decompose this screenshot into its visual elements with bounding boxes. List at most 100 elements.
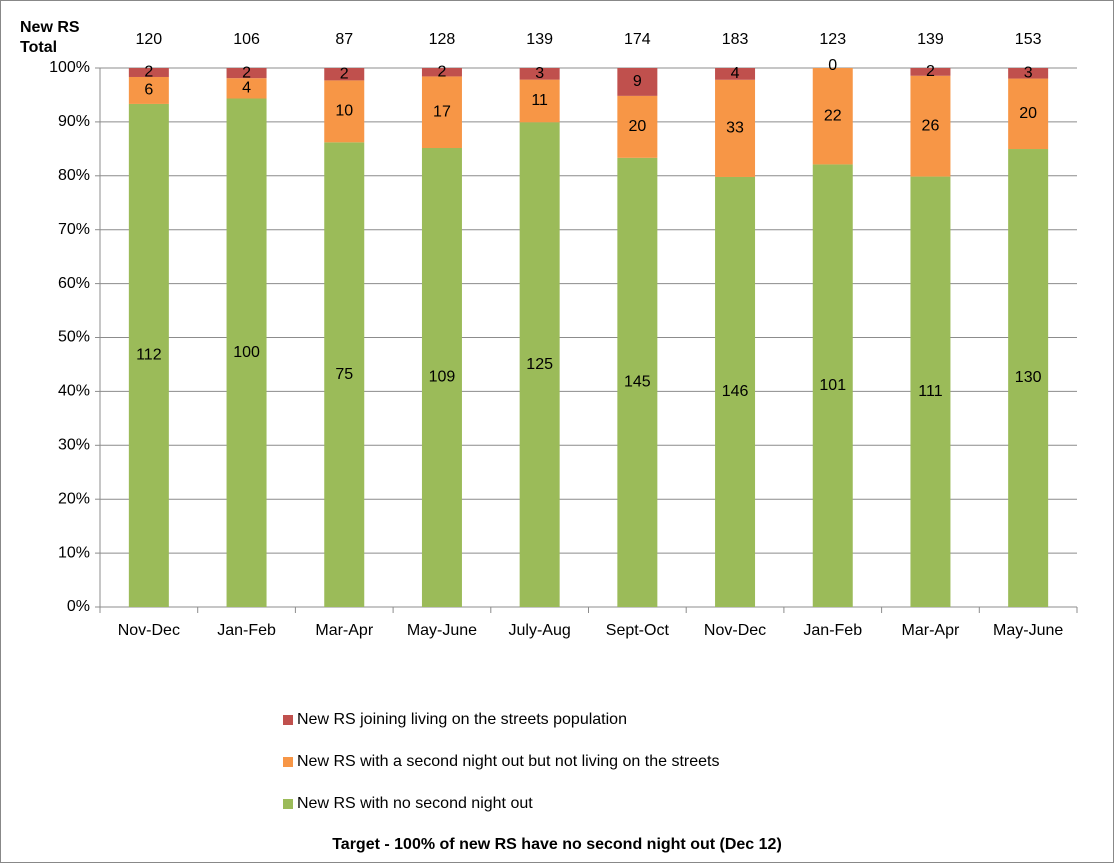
bar-segment: [1008, 68, 1049, 79]
legend-swatch: [283, 715, 293, 725]
bar-segment: [324, 68, 365, 81]
legend-label: New RS with a second night out but not l…: [297, 753, 719, 770]
y-tick-label: 10%: [58, 544, 90, 561]
data-label: 4: [242, 80, 251, 97]
bar-segment: [421, 76, 462, 149]
x-tick-label: Nov-Dec: [118, 622, 180, 639]
data-label: 22: [824, 107, 842, 124]
bar-segment: [324, 80, 365, 143]
bar-segment: [421, 148, 462, 607]
y-tick-label: 80%: [58, 167, 90, 184]
total-label: 123: [819, 31, 846, 48]
bar-segment: [226, 78, 267, 99]
data-label: 109: [429, 369, 456, 386]
bar-segment: [226, 98, 267, 608]
data-label: 17: [433, 103, 451, 120]
data-label: 3: [1024, 65, 1033, 82]
bar-segment: [1008, 78, 1049, 150]
data-label: 101: [819, 377, 846, 394]
total-label: 106: [233, 31, 260, 48]
data-label: 2: [340, 65, 349, 82]
legend-swatch: [283, 757, 293, 767]
footnote: Target - 100% of new RS have no second n…: [332, 836, 782, 853]
data-label: 2: [242, 64, 251, 81]
bar-segment: [519, 68, 560, 80]
x-tick-label: Jan-Feb: [217, 622, 276, 639]
y-tick-label: 40%: [58, 383, 90, 400]
total-label: 183: [722, 31, 749, 48]
bar-segment: [617, 95, 658, 158]
bar-segment: [421, 68, 462, 77]
bar-segment: [715, 68, 756, 80]
bar-segment: [226, 68, 267, 79]
data-label: 112: [136, 347, 162, 364]
data-label: 111: [918, 383, 942, 400]
x-tick-label: Sept-Oct: [606, 622, 670, 639]
bar-segment: [910, 68, 951, 76]
y-tick-label: 100%: [49, 59, 90, 76]
x-tick-label: Jan-Feb: [803, 622, 862, 639]
bar-segment: [519, 79, 560, 123]
y-tick-label: 90%: [58, 113, 90, 130]
data-label: 26: [922, 117, 940, 134]
totals-label: Total: [20, 39, 57, 56]
x-tick-label: Mar-Apr: [902, 622, 960, 639]
data-label: 146: [722, 383, 749, 400]
data-label: 9: [633, 73, 642, 90]
x-tick-label: May-June: [993, 622, 1063, 639]
data-label: 2: [437, 63, 446, 80]
total-label: 139: [526, 31, 553, 48]
y-tick-label: 50%: [58, 329, 90, 346]
bar-segment: [715, 79, 756, 177]
data-label: 3: [535, 65, 544, 82]
total-label: 139: [917, 31, 944, 48]
data-label: 130: [1015, 369, 1042, 386]
data-label: 75: [335, 366, 353, 383]
legend-label: New RS with no second night out: [297, 795, 533, 812]
data-label: 20: [1019, 105, 1037, 122]
y-tick-label: 20%: [58, 490, 90, 507]
bar-segment: [128, 68, 169, 77]
bar-segment: [910, 75, 951, 177]
bar-segment: [519, 122, 560, 607]
data-label: 4: [731, 65, 740, 82]
bar-segment: [617, 68, 658, 96]
y-tick-label: 60%: [58, 275, 90, 292]
total-label: 87: [335, 31, 353, 48]
y-tick-label: 0%: [67, 598, 90, 615]
bar-segment: [812, 68, 853, 165]
bar-segment: [324, 142, 365, 607]
y-tick-label: 70%: [58, 221, 90, 238]
x-tick-label: May-June: [407, 622, 477, 639]
total-label: 174: [624, 31, 651, 48]
total-label: 153: [1015, 31, 1042, 48]
data-label: 6: [144, 82, 153, 99]
bar-segment: [812, 164, 853, 608]
total-label: 120: [135, 31, 162, 48]
data-label: 33: [726, 120, 744, 137]
x-tick-label: Mar-Apr: [315, 622, 373, 639]
data-label: 0: [828, 57, 837, 74]
y-tick-label: 30%: [58, 437, 90, 454]
data-label: 20: [628, 118, 646, 135]
bar-segment: [715, 176, 756, 607]
data-label: 11: [531, 92, 548, 109]
bar-segment: [910, 176, 951, 607]
data-label: 2: [144, 64, 153, 81]
bar-segment: [617, 157, 658, 608]
bar-segment: [128, 76, 169, 104]
legend-label: New RS joining living on the streets pop…: [297, 711, 627, 728]
data-label: 10: [335, 103, 353, 120]
data-label: 100: [233, 344, 260, 361]
bar-segment: [1008, 149, 1049, 608]
x-tick-label: Nov-Dec: [704, 622, 766, 639]
totals-label: New RS: [20, 19, 80, 36]
x-tick-label: July-Aug: [509, 622, 571, 639]
total-label: 128: [429, 31, 456, 48]
data-label: 2: [926, 63, 935, 80]
data-label: 145: [624, 374, 651, 391]
data-label: 125: [526, 356, 553, 373]
legend-swatch: [283, 799, 293, 809]
bar-segment: [128, 103, 169, 607]
